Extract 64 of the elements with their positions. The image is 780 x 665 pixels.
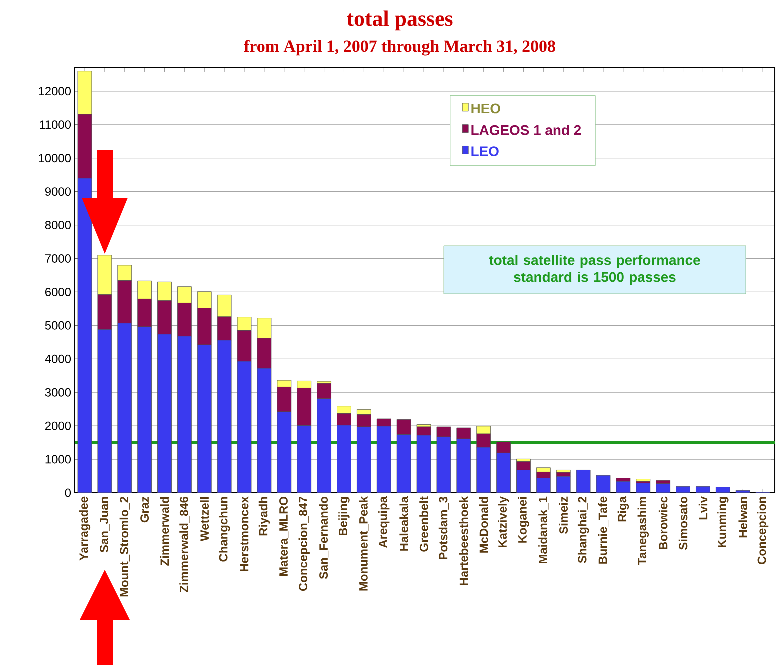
x-tick-label: Monument_Peak bbox=[359, 496, 370, 591]
x-tick-label: Haleakala bbox=[400, 496, 408, 551]
x-tick-label: Concepcion_847 bbox=[298, 497, 310, 592]
legend-label: LAGEOS 1 and 2 bbox=[472, 125, 582, 136]
x-tick-label: Mount_Stromlo_2 bbox=[120, 496, 130, 597]
x-tick-label: Potsdam_3 bbox=[438, 496, 450, 560]
x-tick-label: Simeiz bbox=[559, 496, 568, 534]
bar bbox=[716, 487, 730, 493]
x-tick-label: Hartebeesthoek bbox=[460, 496, 468, 586]
bar bbox=[596, 475, 611, 493]
x-tick-label: Helwan bbox=[738, 497, 748, 538]
x-tick-label: Borowiec bbox=[658, 496, 668, 550]
chart-title: total passes bbox=[347, 10, 453, 31]
y-tick-label: 7000 bbox=[46, 254, 72, 263]
y-tick-label: 8000 bbox=[45, 221, 72, 230]
y-tick-label: 12000 bbox=[39, 87, 72, 96]
bar bbox=[676, 486, 690, 493]
x-tick-label: Burnie_Tafe bbox=[598, 496, 609, 564]
bar bbox=[736, 490, 750, 493]
x-tick-label: Katzively bbox=[498, 496, 510, 548]
x-tick-label: Shanghai_2 bbox=[578, 496, 590, 564]
y-tick-label: 0 bbox=[65, 488, 72, 498]
y-tick-label: 1000 bbox=[46, 455, 72, 464]
bar bbox=[556, 476, 571, 493]
x-tick-label: Tanegashim bbox=[638, 497, 649, 566]
x-tick-label: Maidanak_1 bbox=[538, 496, 549, 564]
y-tick-label: 10000 bbox=[39, 154, 72, 163]
x-tick-label: Greenbelt bbox=[420, 496, 428, 552]
x-tick-label: Concepcion bbox=[757, 497, 769, 564]
x-tick-label: Kunming bbox=[718, 497, 729, 548]
x-tick-label: Arequipa bbox=[378, 496, 390, 548]
x-tick-label: Beijing bbox=[338, 497, 350, 536]
bar bbox=[696, 486, 710, 493]
ref-line-label: total satellite pass performance standard is 1500 passes bbox=[489, 255, 700, 285]
y-tick-label: 11000 bbox=[40, 120, 72, 130]
x-tick-label: Koganei bbox=[518, 497, 530, 543]
chart-subtitle: from April 1, 2007 through March 31, 2008 bbox=[244, 40, 556, 56]
y-tick-label: 3000 bbox=[45, 388, 72, 397]
x-tick-label: Matera_MLRO bbox=[280, 497, 290, 576]
x-tick-label: Lviv bbox=[698, 496, 708, 520]
x-tick-label: Graz bbox=[140, 496, 150, 523]
y-tick-label: 9000 bbox=[45, 188, 72, 196]
x-tick-label: Riyadh bbox=[258, 497, 270, 536]
x-tick-label: Wettzell bbox=[200, 497, 210, 542]
x-tick-label: Zimmerwald bbox=[160, 497, 170, 566]
y-tick-label: 2000 bbox=[45, 422, 72, 430]
y-tick-label: 5000 bbox=[45, 321, 72, 330]
x-tick-label: San_Fernando bbox=[319, 496, 330, 580]
y-tick-label: 6000 bbox=[46, 288, 72, 296]
x-tick-label: Herstmoncex bbox=[240, 496, 249, 572]
x-tick-label: Yarragadee bbox=[79, 496, 91, 561]
x-tick-label: Simosato bbox=[678, 496, 688, 550]
bar bbox=[576, 470, 591, 493]
bar bbox=[636, 483, 651, 493]
legend-label: HEO bbox=[472, 104, 500, 114]
y-tick-label: 4000 bbox=[45, 354, 72, 364]
x-tick-label: McDonald bbox=[479, 497, 488, 553]
x-tick-label: Zimmerwald_846 bbox=[180, 496, 190, 592]
x-tick-label: San_Juan bbox=[100, 497, 110, 553]
bar bbox=[616, 481, 631, 493]
legend-label: LEO bbox=[472, 146, 499, 156]
x-tick-label: Riga bbox=[618, 496, 630, 522]
bar bbox=[656, 484, 671, 493]
x-tick-label: Changchun bbox=[218, 497, 230, 562]
